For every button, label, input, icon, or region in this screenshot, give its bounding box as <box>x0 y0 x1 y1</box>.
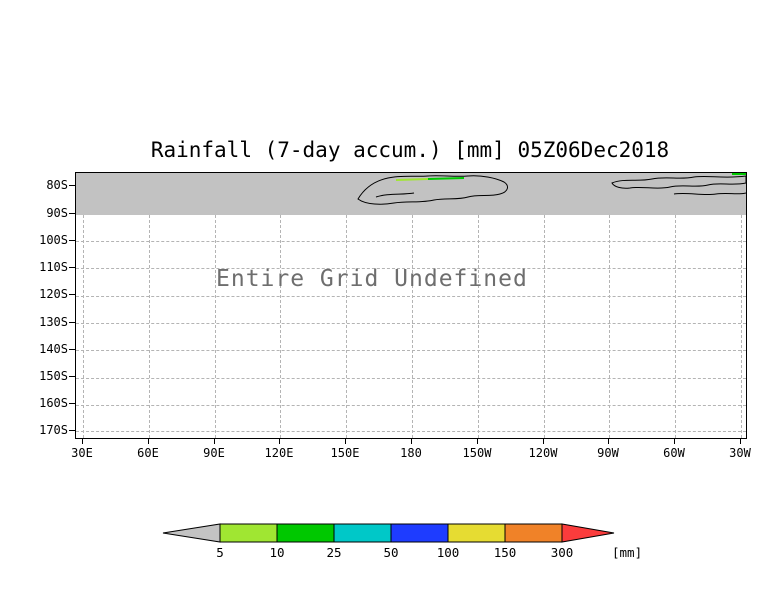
x-axis-label: 30E <box>71 446 93 460</box>
y-axis-label: 140S <box>39 342 68 356</box>
y-axis-label: 80S <box>46 178 68 192</box>
plot-area: Entire Grid Undefined <box>75 172 747 439</box>
undefined-message: Entire Grid Undefined <box>216 266 528 292</box>
x-axis-label: 90E <box>203 446 225 460</box>
grid-line-vertical <box>544 215 545 438</box>
colorbar-value-label: 100 <box>436 545 460 560</box>
colorbar-value-label: 50 <box>383 545 399 560</box>
y-axis-label: 100S <box>39 233 68 247</box>
chart-title: Rainfall (7-day accum.) [mm] 05Z06Dec201… <box>150 138 670 162</box>
coastline-right <box>611 175 746 189</box>
grid-line-vertical <box>83 215 84 438</box>
grid-line-horizontal <box>76 241 746 242</box>
x-axis-tick <box>148 438 149 444</box>
grid-line-vertical <box>412 215 413 438</box>
grid-line-horizontal <box>76 296 746 297</box>
rain-contour-yellowgreen <box>395 178 429 181</box>
y-axis-tick <box>69 294 75 295</box>
grid-line-vertical <box>741 215 742 438</box>
colorbar-cell <box>333 523 392 543</box>
x-axis-tick <box>82 438 83 444</box>
x-axis-tick <box>214 438 215 444</box>
y-axis-tick <box>69 403 75 404</box>
x-axis-tick <box>279 438 280 444</box>
grid-line-vertical <box>675 215 676 438</box>
colorbar-value-label: 25 <box>326 545 342 560</box>
colorbar-value-label: 300 <box>550 545 574 560</box>
x-axis-tick <box>345 438 346 444</box>
y-axis-label: 90S <box>46 206 68 220</box>
x-axis-label: 150E <box>330 446 360 460</box>
grid-line-vertical <box>215 215 216 438</box>
y-axis-tick <box>69 430 75 431</box>
grid-line-vertical <box>346 215 347 438</box>
x-axis-label: 180 <box>400 446 422 460</box>
grid-line-horizontal <box>76 378 746 379</box>
colorbar-value-label: 5 <box>216 545 224 560</box>
x-axis-label: 60W <box>663 446 685 460</box>
x-axis-tick <box>674 438 675 444</box>
colorbar-arrow-high <box>561 523 615 543</box>
y-axis-label: 170S <box>39 423 68 437</box>
x-axis-label: 150W <box>462 446 492 460</box>
colorbar-cell <box>504 523 563 543</box>
y-axis-tick <box>69 322 75 323</box>
y-axis-tick <box>69 213 75 214</box>
coastline-left <box>357 175 508 205</box>
x-axis-tick <box>740 438 741 444</box>
grid-line-horizontal <box>76 405 746 406</box>
grid-line-horizontal <box>76 268 746 269</box>
y-axis-tick <box>69 349 75 350</box>
colorbar-arrow-low <box>162 523 221 543</box>
coastline-left-detail <box>375 192 415 198</box>
colorbar-cell <box>390 523 449 543</box>
grid-line-horizontal <box>76 323 746 324</box>
y-axis-label: 150S <box>39 369 68 383</box>
x-axis-tick <box>411 438 412 444</box>
y-axis-label: 160S <box>39 396 68 410</box>
colorbar-units-label: [mm] <box>612 545 643 560</box>
coastline-right-detail <box>673 192 746 196</box>
grid-line-horizontal <box>76 350 746 351</box>
grid-line-vertical <box>609 215 610 438</box>
x-axis-tick <box>477 438 478 444</box>
y-axis-label: 120S <box>39 287 68 301</box>
rain-contour-green <box>427 177 465 180</box>
grid-line-vertical <box>478 215 479 438</box>
x-axis-label: 120E <box>264 446 294 460</box>
grid-line-vertical <box>280 215 281 438</box>
y-axis-label: 130S <box>39 315 68 329</box>
y-axis-tick <box>69 185 75 186</box>
colorbar-cell <box>276 523 335 543</box>
x-axis-tick <box>543 438 544 444</box>
colorbar <box>162 523 615 543</box>
x-axis-label: 60E <box>137 446 159 460</box>
x-axis-label: 30W <box>729 446 751 460</box>
y-axis-label: 110S <box>39 260 68 274</box>
colorbar-value-label: 150 <box>493 545 517 560</box>
x-axis-tick <box>608 438 609 444</box>
y-axis-tick <box>69 240 75 241</box>
grid-line-horizontal <box>76 431 746 432</box>
colorbar-value-label: 10 <box>269 545 285 560</box>
undefined-band-svg <box>76 173 746 215</box>
grid-line-vertical <box>149 215 150 438</box>
colorbar-cell <box>447 523 506 543</box>
x-axis-label: 90W <box>597 446 619 460</box>
x-axis-label: 120W <box>528 446 558 460</box>
y-axis-tick <box>69 267 75 268</box>
colorbar-cell <box>219 523 278 543</box>
y-axis-tick <box>69 376 75 377</box>
